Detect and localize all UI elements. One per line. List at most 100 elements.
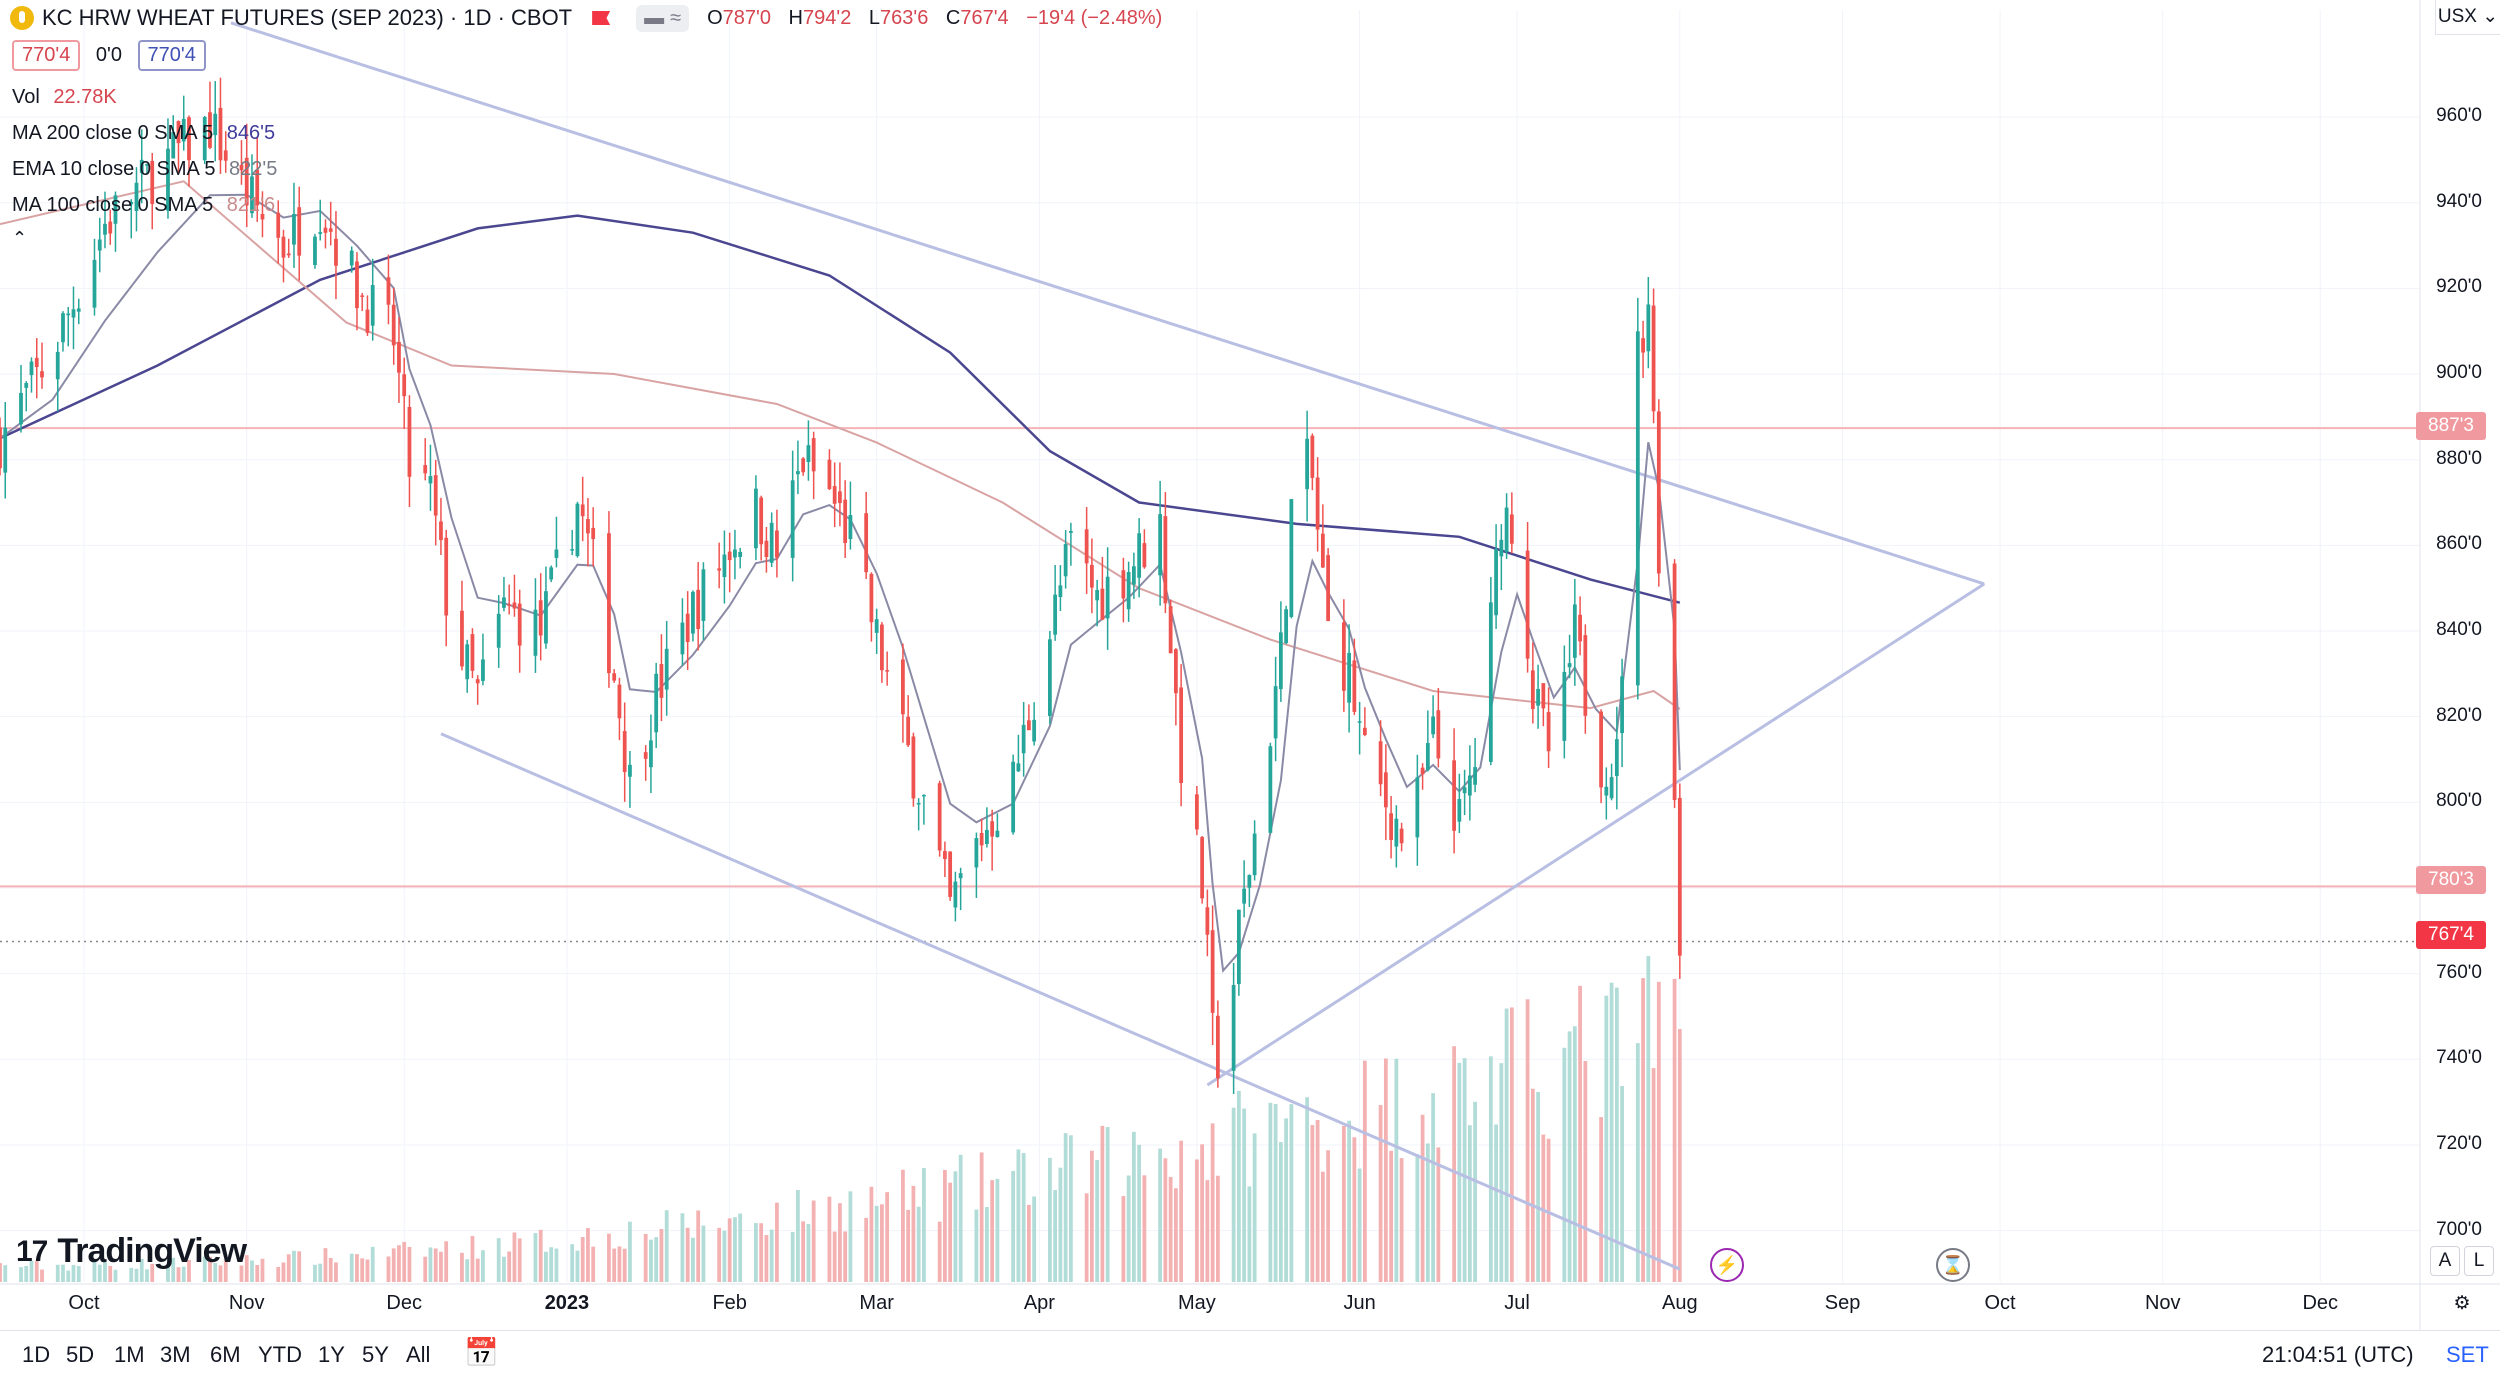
calendar-icon[interactable]: 📅: [464, 1337, 499, 1368]
volume-bar: [1315, 1120, 1320, 1282]
candle-body: [1362, 727, 1367, 735]
candle-body: [517, 603, 522, 646]
candle-body: [433, 475, 438, 516]
volume-bar: [1436, 1147, 1441, 1282]
session-button[interactable]: SET: [2446, 1342, 2489, 1367]
range-button-5d[interactable]: 5D: [66, 1342, 95, 1367]
auto-scale-button[interactable]: A: [2430, 1246, 2460, 1276]
ask-box[interactable]: 770'4: [137, 40, 206, 71]
volume-bar: [1525, 999, 1530, 1282]
collapse-legend-icon[interactable]: ⌃: [12, 228, 28, 248]
candle-body: [575, 503, 580, 557]
x-tick-label: Feb: [712, 1292, 747, 1314]
volume-bar: [1389, 1150, 1393, 1282]
volume-bar: [544, 1251, 548, 1282]
indicator-ema10[interactable]: EMA 10 close 0 SMA 5 822'5: [12, 158, 278, 180]
volume-bar: [475, 1258, 480, 1282]
range-button-6m[interactable]: 6M: [210, 1342, 241, 1367]
range-button-1m[interactable]: 1M: [114, 1342, 145, 1367]
volume-bar: [1063, 1133, 1068, 1282]
range-button-3m[interactable]: 3M: [160, 1342, 191, 1367]
volume-bar: [922, 1168, 926, 1282]
range-button-ytd[interactable]: YTD: [258, 1342, 302, 1367]
compare-toggle[interactable]: ▬ ≈: [636, 4, 690, 32]
y-tick-label: 760'0: [2436, 961, 2482, 983]
candle-body: [1247, 874, 1252, 888]
volume-bar: [1509, 1007, 1514, 1282]
candle-body: [244, 157, 249, 206]
utc-clock[interactable]: 21:04:51 (UTC): [2262, 1342, 2414, 1367]
volume-bar: [1352, 1137, 1357, 1282]
volume-bar: [1604, 995, 1609, 1282]
candle-body: [1352, 660, 1357, 712]
candle-body: [134, 182, 139, 212]
candle-body: [717, 568, 722, 571]
close-value: 767'4: [960, 6, 1009, 29]
range-button-1d[interactable]: 1D: [22, 1342, 51, 1367]
volume-bar: [517, 1238, 522, 1282]
volume-bar: [108, 1265, 113, 1282]
range-button-all[interactable]: All: [406, 1342, 431, 1367]
candle-body: [223, 150, 228, 161]
volume-bar: [365, 1259, 370, 1282]
candle-body: [1499, 539, 1504, 557]
volume-bar: [171, 1257, 176, 1282]
volume-bar: [276, 1267, 281, 1282]
candle-body: [1567, 663, 1572, 668]
candle-body: [1100, 588, 1105, 620]
volume-bar: [423, 1256, 428, 1282]
y-tick-label: 720'0: [2436, 1132, 2482, 1154]
candle-body: [391, 304, 396, 346]
candle-body: [1320, 533, 1325, 568]
candle-body: [607, 533, 611, 674]
volume-bar: [470, 1236, 475, 1282]
log-scale-button[interactable]: L: [2464, 1246, 2494, 1276]
flag-icon[interactable]: [592, 11, 611, 25]
x-tick-label: Jun: [1343, 1292, 1376, 1314]
candle-body: [1420, 767, 1425, 775]
y-tick-label: 940'0: [2436, 190, 2482, 212]
volume-bar: [250, 1260, 254, 1282]
lightning-icon[interactable]: ⚡: [1710, 1248, 1744, 1282]
range-button-1y[interactable]: 1Y: [318, 1342, 345, 1367]
hourglass-icon[interactable]: ⌛: [1936, 1248, 1970, 1282]
volume-bar: [1163, 1158, 1168, 1282]
y-tick-label: 920'0: [2436, 276, 2482, 298]
candle-body: [1399, 828, 1404, 844]
candle-body: [864, 513, 869, 573]
candle-body: [1268, 746, 1273, 833]
volume-bar: [66, 1270, 71, 1282]
candle-body: [512, 602, 517, 609]
trend-lines: [230, 21, 1986, 1271]
symbol-title[interactable]: KC HRW WHEAT FUTURES (SEP 2023) · 1D · C…: [42, 5, 573, 30]
bid-box[interactable]: 770'4: [12, 40, 81, 71]
candle-body: [1452, 760, 1456, 831]
candle-body: [97, 239, 102, 251]
candle-body: [1604, 786, 1609, 796]
y-tick-label: 800'0: [2436, 790, 2482, 812]
tv-logo-icon: 17: [16, 1234, 48, 1268]
volume-bar: [260, 1258, 265, 1282]
volume-bar: [255, 1264, 260, 1282]
candle-body: [1310, 435, 1315, 478]
indicator-ma100[interactable]: MA 100 close 0 SMA 5 821'6: [12, 194, 276, 216]
volume-bar: [1278, 1142, 1283, 1282]
volume-bar: [1473, 1101, 1477, 1282]
indicator-ma200[interactable]: MA 200 close 0 SMA 5 846'5: [12, 122, 276, 144]
volume-bar: [843, 1231, 848, 1282]
currency-selector[interactable]: USX ⌄: [2435, 0, 2500, 35]
volume-bar: [575, 1250, 580, 1282]
range-button-5y[interactable]: 5Y: [362, 1342, 389, 1367]
indicator-vol[interactable]: Vol 22.78K: [12, 86, 117, 108]
candle-body: [1200, 837, 1205, 899]
volume-bar: [659, 1229, 664, 1282]
volume-bar: [717, 1227, 722, 1282]
candle-body: [407, 406, 412, 477]
settings-gear-icon[interactable]: ⚙: [2448, 1290, 2476, 1318]
candle-body: [166, 148, 170, 211]
volume-bar: [223, 1259, 228, 1282]
x-tick-label: Oct: [1984, 1292, 2016, 1314]
x-tick-label: Mar: [859, 1292, 894, 1314]
candle-body: [1063, 544, 1068, 577]
